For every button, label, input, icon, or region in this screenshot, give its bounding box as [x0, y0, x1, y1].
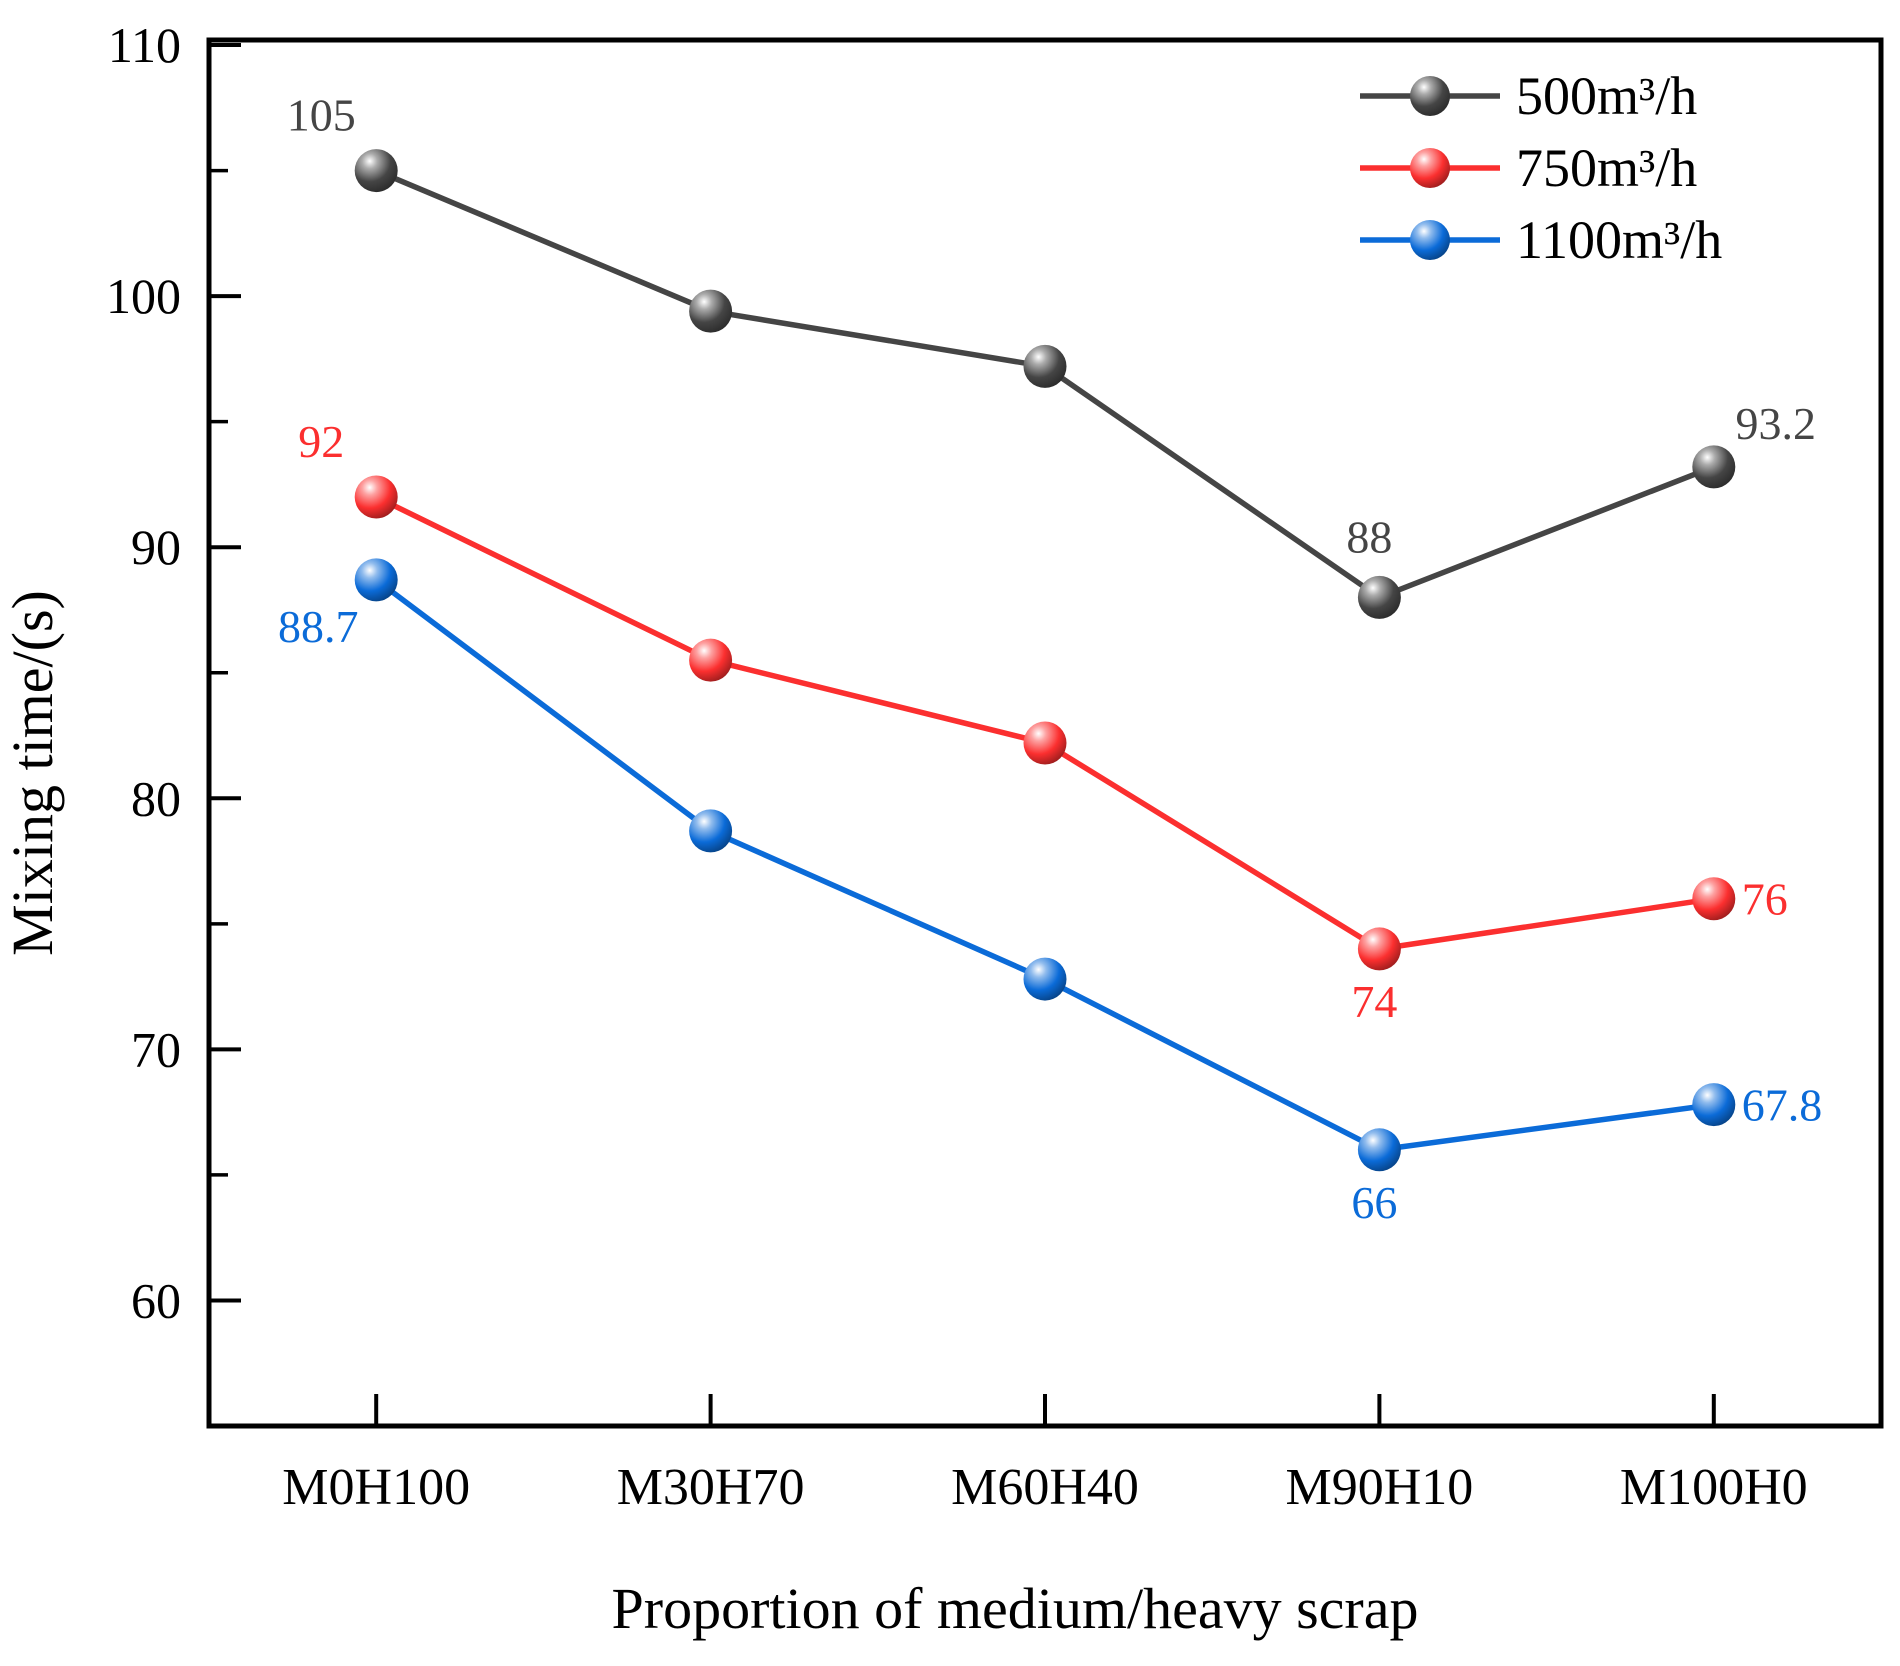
y-axis-title: Mixing time/(s)	[0, 590, 65, 956]
point-label: 67.8	[1742, 1080, 1823, 1131]
legend-label: 500m³/h	[1516, 66, 1697, 126]
y-tick-label: 90	[131, 519, 181, 575]
data-point	[1692, 445, 1736, 489]
y-tick-label: 100	[106, 268, 181, 324]
point-label: 92	[298, 416, 344, 467]
data-point	[689, 638, 733, 682]
data-point	[1357, 927, 1401, 971]
data-point	[1692, 877, 1736, 921]
data-point	[689, 809, 733, 853]
legend-marker	[1410, 148, 1450, 188]
x-tick-label: M60H40	[951, 1459, 1139, 1516]
y-tick-label: 60	[131, 1272, 181, 1328]
series-750mh: 92 74 76	[298, 416, 1788, 1027]
y-tick-label: 80	[131, 770, 181, 826]
x-tick-label: M0H100	[282, 1459, 470, 1516]
point-label: 74	[1351, 976, 1397, 1027]
x-axis-title: Proportion of medium/heavy scrap	[612, 1576, 1419, 1641]
y-tick-label: 70	[131, 1021, 181, 1077]
x-tick-label: M100H0	[1620, 1459, 1808, 1516]
point-label: 66	[1351, 1177, 1397, 1228]
point-label: 88.7	[278, 601, 359, 652]
data-point	[1023, 721, 1067, 765]
series-500mh: 105 88 93.2	[287, 90, 1816, 619]
axes: 60 70 80 90 100 110 M0H100 M30H70 M60H40 M90H10 M1…	[0, 17, 1884, 1641]
legend-marker	[1410, 76, 1450, 116]
legend-item: 1100m³/h	[1360, 210, 1722, 270]
x-tick-label: M30H70	[617, 1459, 805, 1516]
legend-marker	[1410, 220, 1450, 260]
point-label: 88	[1346, 511, 1392, 562]
series-line	[373, 577, 1717, 1153]
point-label: 76	[1742, 874, 1788, 925]
data-point	[1023, 344, 1067, 388]
y-axis: 60 70 80 90 100 110	[106, 17, 241, 1328]
point-label: 105	[287, 90, 356, 141]
data-point	[1357, 575, 1401, 619]
data-point	[1692, 1083, 1736, 1127]
legend-label: 750m³/h	[1516, 138, 1697, 198]
data-point	[1357, 1128, 1401, 1172]
point-label: 93.2	[1736, 398, 1817, 449]
data-point	[354, 475, 398, 519]
data-point	[354, 149, 398, 193]
data-point	[354, 558, 398, 602]
data-point	[689, 289, 733, 333]
legend-item: 500m³/h	[1360, 66, 1697, 126]
legend-label: 1100m³/h	[1516, 210, 1722, 270]
y-tick-label: 110	[108, 17, 181, 73]
plot-frame	[206, 37, 1884, 1429]
legend: 500m³/h 750m³/h 1100m³/h	[1360, 66, 1722, 270]
data-point	[1023, 957, 1067, 1001]
series-1100mh: 88.7 66 67.8	[278, 558, 1823, 1228]
x-tick-label: M90H10	[1286, 1459, 1474, 1516]
x-axis: M0H100 M30H70 M60H40 M90H10 M100H0	[282, 1394, 1808, 1516]
legend-item: 750m³/h	[1360, 138, 1697, 198]
